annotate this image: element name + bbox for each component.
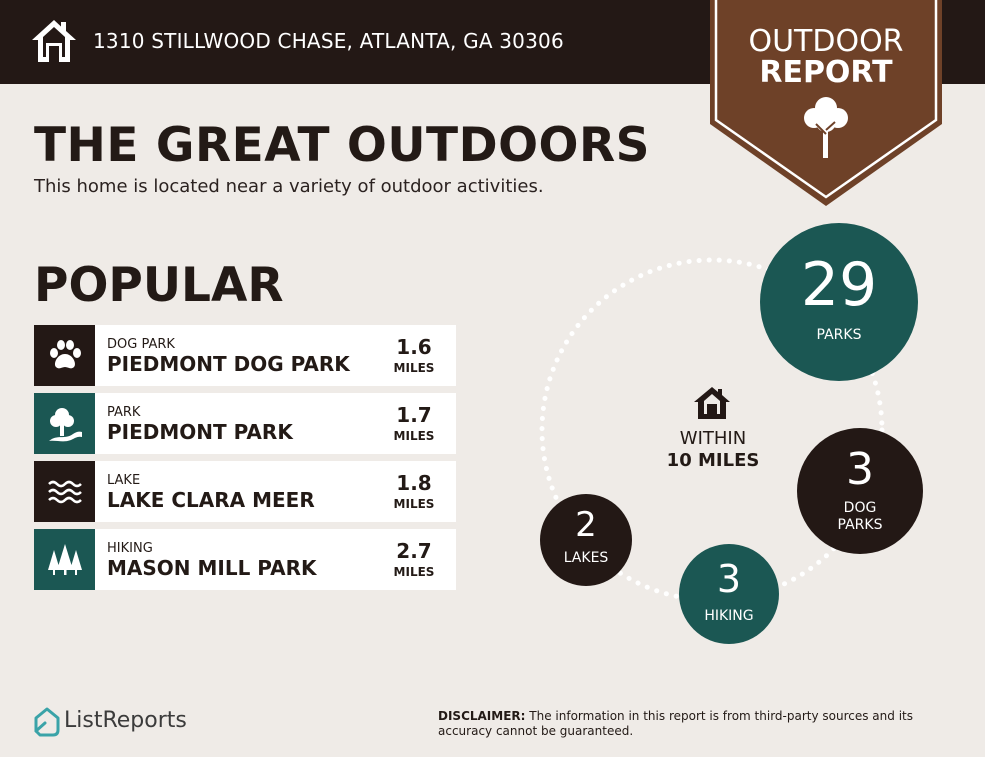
- list-item-distance: 1.7: [396, 403, 432, 427]
- stat-dog-parks: 3 DOG PARKS: [797, 428, 923, 554]
- list-item-icon-box: [34, 461, 95, 522]
- list-item-icon-box: [34, 393, 95, 454]
- list-item-icon-box: [34, 325, 95, 386]
- property-address: 1310 STILLWOOD CHASE, ATLANTA, GA 30306: [93, 29, 564, 53]
- list-item[interactable]: DOG PARK PIEDMONT DOG PARK 1.6 MILES: [34, 325, 456, 386]
- list-item-name: MASON MILL PARK: [107, 556, 317, 580]
- list-item[interactable]: LAKE LAKE CLARA MEER 1.8 MILES: [34, 461, 456, 522]
- page-subtitle: This home is located near a variety of o…: [34, 176, 544, 197]
- stat-parks: 29 PARKS: [760, 223, 918, 381]
- list-item-icon-box: [34, 529, 95, 590]
- list-item-type: DOG PARK: [107, 337, 175, 352]
- disclaimer-text: The information in this report is from t…: [438, 709, 913, 738]
- radius-line2: 10 MILES: [666, 450, 760, 471]
- list-item-distance: 1.8: [396, 471, 432, 495]
- list-item-distance: 2.7: [396, 539, 432, 563]
- badge-line1: OUTDOOR: [748, 24, 904, 59]
- tree-icon: [804, 97, 848, 158]
- list-item-name: PIEDMONT PARK: [107, 420, 293, 444]
- badge-title: OUTDOOR REPORT: [710, 26, 942, 88]
- stat-value: 29: [800, 250, 878, 320]
- brand-name[interactable]: ListReports: [64, 708, 187, 733]
- list-item-type: PARK: [107, 405, 141, 420]
- park-tree-icon: [48, 407, 82, 441]
- list-item-name: PIEDMONT DOG PARK: [107, 352, 350, 376]
- stat-value: 3: [716, 557, 742, 601]
- radius-label: WITHIN 10 MILES: [650, 428, 776, 472]
- stat-label: DOG PARKS: [837, 500, 883, 533]
- page-title: THE GREAT OUTDOORS: [34, 118, 651, 173]
- list-item-type: LAKE: [107, 473, 141, 488]
- stat-hiking: 3 HIKING: [679, 544, 779, 644]
- house-icon: [32, 20, 76, 62]
- stat-value: 2: [575, 505, 597, 545]
- listreports-logo-icon[interactable]: [33, 707, 61, 737]
- list-item-name: LAKE CLARA MEER: [107, 488, 315, 512]
- pine-trees-icon: [47, 543, 82, 575]
- disclaimer-label: DISCLAIMER:: [438, 709, 526, 723]
- outdoor-report-badge: [710, 0, 942, 206]
- stat-label: HIKING: [704, 608, 754, 624]
- list-item[interactable]: PARK PIEDMONT PARK 1.7 MILES: [34, 393, 456, 454]
- stat-label: LAKES: [563, 550, 609, 566]
- disclaimer: DISCLAIMER: The information in this repo…: [438, 709, 958, 739]
- stat-value: 3: [846, 444, 874, 495]
- waves-icon: [47, 480, 82, 503]
- house-icon: [694, 387, 730, 419]
- radius-line1: WITHIN: [679, 428, 747, 449]
- list-item-unit: MILES: [393, 565, 435, 579]
- stat-label: PARKS: [816, 327, 862, 343]
- list-item-unit: MILES: [393, 497, 435, 511]
- list-item-unit: MILES: [393, 361, 435, 375]
- list-item-distance: 1.6: [396, 335, 432, 359]
- list-item[interactable]: HIKING MASON MILL PARK 2.7 MILES: [34, 529, 456, 590]
- stat-lakes: 2 LAKES: [540, 494, 632, 586]
- badge-line2: REPORT: [759, 55, 893, 90]
- popular-list: DOG PARK PIEDMONT DOG PARK 1.6 MILES PAR…: [34, 325, 456, 597]
- popular-heading: POPULAR: [34, 258, 284, 313]
- paw-icon: [49, 339, 81, 368]
- list-item-type: HIKING: [107, 541, 153, 556]
- list-item-unit: MILES: [393, 429, 435, 443]
